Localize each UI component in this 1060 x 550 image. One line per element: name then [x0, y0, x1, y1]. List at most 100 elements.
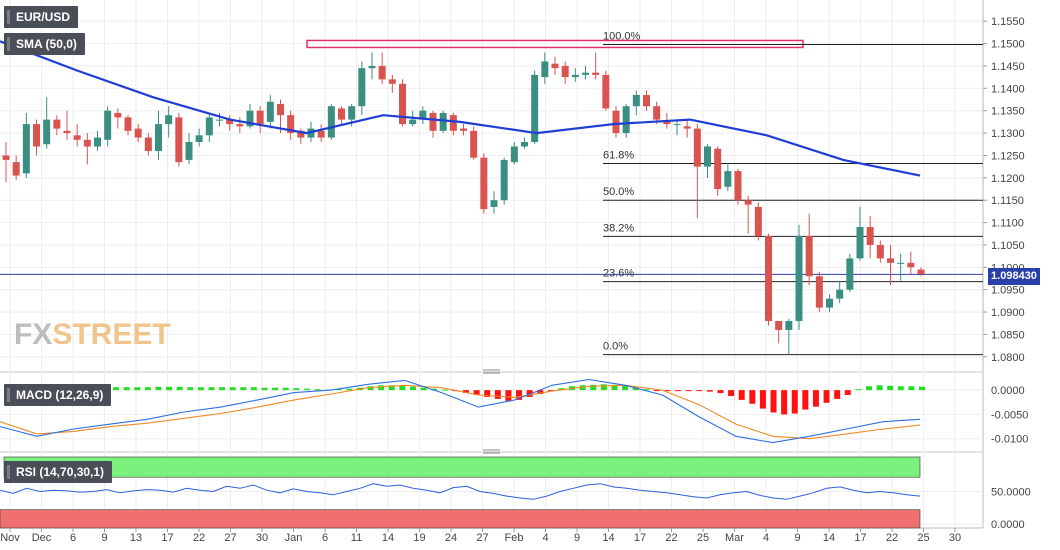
candle-body: [551, 63, 559, 69]
macd-histogram-bar: [431, 388, 438, 391]
macd-histogram-bar: [219, 387, 226, 391]
candle-body: [917, 269, 925, 275]
candle-body: [795, 235, 803, 322]
candle-body: [693, 128, 701, 167]
candle-body: [73, 135, 81, 140]
y-tick-label: 1.1500: [991, 39, 1025, 51]
y-tick-label: 1.0850: [991, 329, 1025, 341]
candle-body: [632, 95, 640, 107]
macd-histogram-bar: [494, 390, 501, 399]
sma-line: [0, 40, 921, 177]
candle-body: [348, 106, 356, 120]
x-tick-label: 27: [476, 532, 488, 544]
candle-body: [704, 146, 711, 167]
candle-body: [765, 235, 772, 322]
macd-histogram-bar: [653, 390, 660, 392]
candle-body: [500, 159, 508, 201]
macd-histogram-bar: [547, 390, 554, 392]
macd-histogram-bar: [441, 389, 448, 391]
candle-body: [846, 258, 854, 290]
symbol-tag[interactable]: EUR/USD: [4, 6, 79, 28]
macd-tag[interactable]: MACD (12,26,9): [4, 384, 112, 406]
macd-histogram-bar: [303, 388, 310, 391]
candle-body: [673, 124, 681, 126]
macd-histogram-bar: [537, 390, 544, 395]
candle-body: [521, 142, 528, 147]
y-tick-label: 1.1250: [991, 150, 1025, 162]
candle-body: [887, 258, 894, 263]
candle-body: [714, 148, 722, 189]
rsi-overbought-zone: [3, 456, 921, 478]
y-tick-label: 1.1450: [991, 61, 1025, 73]
macd-histogram-bar: [622, 385, 629, 391]
candle-body: [165, 115, 173, 125]
candle-body: [358, 68, 366, 107]
macd-histogram-bar: [823, 390, 830, 403]
candle-body: [195, 135, 203, 143]
macd-histogram-bar: [378, 385, 385, 391]
candle-body: [856, 227, 864, 259]
candle-body: [602, 74, 610, 109]
candle-body: [470, 130, 478, 158]
candle-body: [114, 112, 122, 118]
candle-body: [653, 106, 661, 120]
candle-body: [12, 162, 20, 176]
candle-body: [287, 115, 295, 134]
fib-label: 100.0%: [603, 30, 641, 42]
candle-body: [805, 235, 813, 277]
rsi-tag[interactable]: RSI (14,70,30,1): [4, 461, 113, 483]
candle-body: [490, 200, 498, 207]
macd-histogram-bar: [887, 385, 894, 391]
y-tick-label: 1.0800: [991, 352, 1025, 364]
candle-body: [724, 171, 732, 187]
x-tick-label: 9: [794, 532, 800, 544]
macd-histogram-bar: [420, 387, 427, 391]
macd-histogram-bar: [558, 388, 565, 391]
macd-histogram-bar: [717, 390, 724, 394]
macd-histogram-bar: [250, 387, 257, 391]
x-tick-label: 19: [413, 532, 425, 544]
candle-body: [612, 110, 620, 134]
candle-body: [94, 137, 101, 147]
macd-histogram-bar: [272, 387, 279, 391]
candle-body: [205, 117, 213, 136]
macd-histogram-bar: [293, 388, 300, 391]
x-tick-label: 17: [854, 532, 866, 544]
macd-histogram-bar: [579, 385, 586, 391]
fib-label: 61.8%: [603, 149, 634, 161]
x-tick-label: Nov: [0, 532, 20, 544]
y-tick-label: 1.1350: [991, 106, 1025, 118]
candle-body: [582, 72, 589, 75]
fib-label: 0.0%: [603, 341, 628, 353]
candle-body: [480, 157, 488, 210]
rsi-oversold-zone: [0, 509, 921, 529]
x-tick-label: Dec: [32, 532, 52, 544]
macd-histogram-bar: [208, 387, 215, 391]
candle-body: [63, 130, 71, 134]
macd-histogram-bar: [675, 390, 682, 392]
candle-body: [22, 124, 30, 174]
candle-body: [388, 79, 396, 84]
candle-body: [216, 119, 223, 121]
macd-histogram-bar: [526, 390, 533, 397]
y-tick-label: 1.0900: [991, 307, 1025, 319]
macd-histogram-bar: [781, 390, 788, 415]
candle-body: [897, 262, 905, 264]
y-tick-label: 1.1100: [991, 218, 1024, 230]
candle-body: [683, 126, 691, 129]
macd-histogram-bar: [590, 384, 597, 391]
macd-histogram-bar: [632, 387, 639, 391]
macd-tick-label: -0.0050: [991, 409, 1028, 421]
grid-lines: [0, 0, 984, 529]
x-tick-label: 22: [665, 532, 677, 544]
x-tick-label: 22: [886, 532, 898, 544]
macd-histogram-bar: [919, 386, 925, 391]
sma-tag[interactable]: SMA (50,0): [4, 33, 85, 55]
candle-body: [2, 155, 10, 160]
x-tick-label: 27: [224, 532, 236, 544]
candle-body: [775, 321, 783, 330]
candle-body: [104, 110, 112, 140]
axis-labels: Nov Dec 6 9 13 17 22 27 30 Jan 6 11 14 19 24 27 Feb 4 9 14 1…: [0, 16, 1031, 544]
x-tick-label: Mar: [725, 532, 744, 544]
